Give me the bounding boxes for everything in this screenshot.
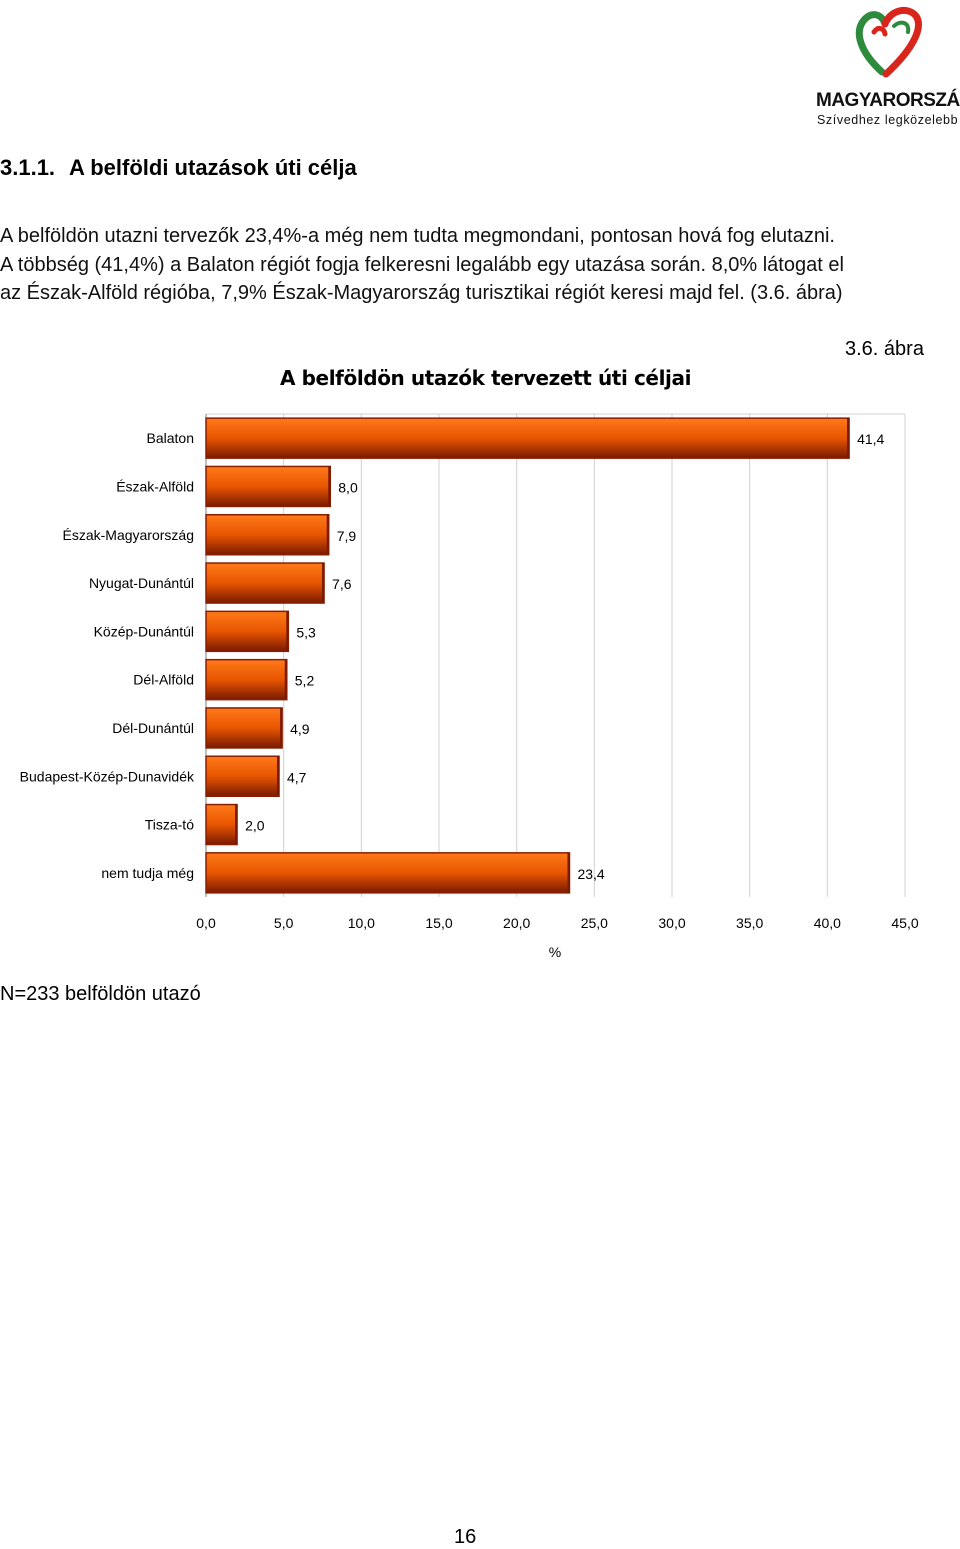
bar	[205, 658, 288, 701]
chart-title: A belföldön utazók tervezett úti céljai	[280, 366, 692, 390]
x-tick-label: 40,0	[814, 915, 841, 931]
category-label: Balaton	[147, 430, 194, 446]
logo-tagline: Szívedhez legközelebb	[817, 113, 959, 127]
heart-logo-icon	[855, 6, 922, 78]
x-tick-label: 15,0	[425, 915, 452, 931]
x-tick-label: 20,0	[503, 915, 530, 931]
category-label: Dél-Dunántúl	[112, 720, 194, 736]
logo-name: MAGYARORSZÁG	[816, 90, 960, 111]
category-label: Nyugat-Dunántúl	[89, 575, 194, 591]
bar-edge	[322, 563, 325, 604]
paragraph-line: az Észak-Alföld régióba, 7,9% Észak-Magy…	[0, 282, 843, 305]
bar	[205, 755, 280, 797]
data-label: 4,7	[287, 769, 307, 785]
bar	[205, 417, 850, 459]
bar	[205, 852, 571, 894]
data-label: 7,9	[337, 528, 357, 544]
paragraph-line: A többség (41,4%) a Balaton régiót fogja…	[0, 253, 844, 276]
bar	[205, 562, 325, 604]
category-label: Közép-Dunántúl	[94, 623, 194, 639]
data-label: 5,2	[295, 673, 315, 689]
paragraph-line: A belföldön utazni tervezők 23,4%-a még …	[0, 225, 835, 247]
bar	[205, 514, 330, 556]
bar-edge	[567, 852, 570, 893]
sample-size-note: N=233 belföldön utazó	[0, 983, 201, 1005]
category-label: Budapest-Közép-Dunavidék	[20, 768, 195, 784]
bar	[205, 465, 332, 508]
data-label: 8,0	[338, 479, 358, 495]
category-label: Tisza-tó	[145, 817, 194, 833]
data-label: 2,0	[245, 818, 265, 834]
data-label: 41,4	[857, 431, 884, 447]
intro-paragraph: A belföldön utazni tervezők 23,4%-a még …	[0, 222, 940, 308]
bar-edge	[235, 804, 238, 845]
section-title: A belföldi utazások úti célja	[69, 155, 357, 180]
bar-edge	[847, 418, 850, 459]
page-number: 16	[454, 1526, 477, 1548]
x-tick-label: 30,0	[658, 915, 685, 931]
bar-edge	[286, 611, 289, 652]
bar	[205, 803, 238, 846]
category-label: Dél-Alföld	[133, 672, 194, 688]
x-axis-title: %	[549, 944, 561, 960]
section-heading: 3.1.1. A belföldi utazások úti célja	[0, 155, 357, 181]
category-label: nem tudja még	[101, 865, 194, 881]
logo: MAGYARORSZÁG Szívedhez legközelebb	[812, 2, 960, 130]
category-label: Észak-Magyarország	[63, 527, 195, 543]
data-label: 23,4	[577, 866, 604, 882]
x-tick-label: 5,0	[274, 915, 294, 931]
data-label: 5,3	[296, 624, 316, 640]
x-tick-label: 10,0	[348, 915, 375, 931]
bar-edge	[328, 466, 331, 507]
figure-reference: 3.6. ábra	[845, 338, 924, 360]
bar	[205, 707, 283, 749]
category-label: Észak-Alföld	[116, 478, 194, 494]
x-tick-label: 35,0	[736, 915, 763, 931]
bar-edge	[284, 659, 287, 700]
x-tick-label: 25,0	[581, 915, 608, 931]
bar-chart: 0,0 5,0 10,0 15,0 20,0 25,0 30,0 35,0 40,0 45,0% B…	[20, 413, 919, 960]
bar-edge	[326, 514, 329, 555]
x-tick-label: 0,0	[196, 915, 216, 931]
data-label: 4,9	[290, 721, 310, 737]
bar-edge	[280, 707, 283, 748]
bar-edge	[277, 756, 280, 797]
section-number: 3.1.1.	[0, 155, 56, 180]
data-label: 7,6	[332, 576, 352, 592]
bar	[205, 610, 290, 653]
x-tick-label: 45,0	[891, 915, 918, 931]
